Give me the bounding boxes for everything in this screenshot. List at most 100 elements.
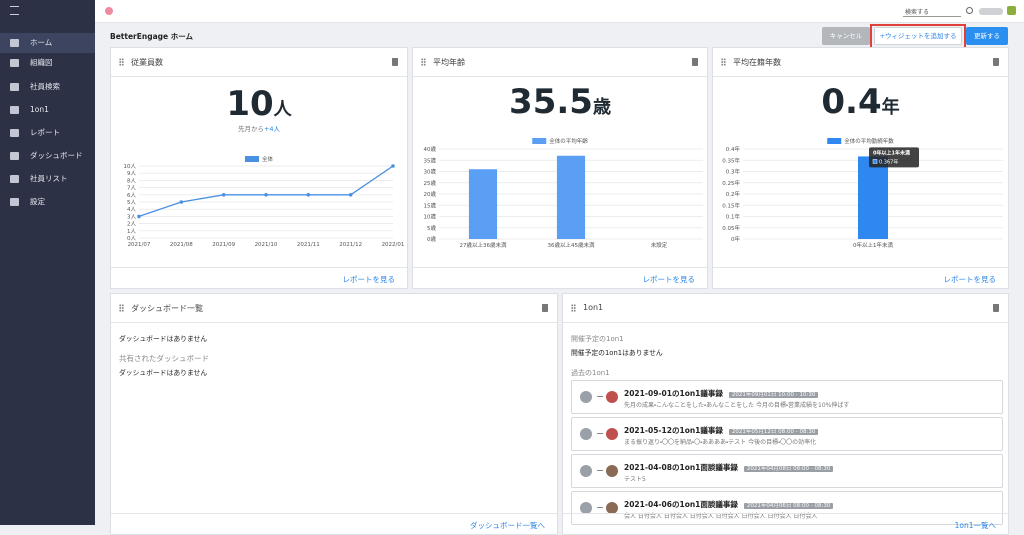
nav-item[interactable]: 社員検索 <box>0 77 95 97</box>
delete-icon[interactable] <box>542 304 548 312</box>
nav-label: 社員検索 <box>30 82 60 91</box>
y-tick-label: 5歳 <box>427 224 436 232</box>
y-tick-label: 0.2年 <box>726 190 741 198</box>
meeting-date: 2021年04月06日 08:00 - 08:30 <box>743 503 834 509</box>
x-tick-label: 2022/01 <box>382 242 405 248</box>
user-name <box>979 8 1003 15</box>
widget-card: 1on1 開催予定の1on1 開催予定の1on1はありません 過去の1on1 2… <box>562 293 1009 535</box>
tooltip-title: 0年以上1年未満 <box>873 149 910 156</box>
arrow <box>597 433 603 434</box>
widget-card: 平均年齢 35.5歳 0歳 5歳 10歳 15歳 20歳 25歳 30歳 35歳 40歳 全体の平… <box>412 47 708 289</box>
add-widget-button[interactable]: +ウィジェットを追加する <box>874 27 962 45</box>
card-footer: 1on1一覧へ <box>563 513 1008 534</box>
meeting-item[interactable]: 2021-05-12の1on1議事録 2021年05月12日 08:00 - 08… <box>571 417 1003 451</box>
meeting-summary: まる振り返り・〇〇を納品・〇・ああああ・テスト 今後の目標・〇〇の効率化 <box>624 439 817 446</box>
y-tick-label: 0.1年 <box>726 213 741 221</box>
meeting-item[interactable]: 2021-04-08の1on1面談議事録 2021年04月08日 08:00 - … <box>571 454 1003 488</box>
y-tick-label: 0.4年 <box>726 145 741 153</box>
delete-icon[interactable] <box>993 58 999 66</box>
search-icon[interactable] <box>966 7 973 14</box>
top-bar: 検索する <box>95 0 1024 23</box>
nav-item[interactable]: 社員リスト <box>0 169 95 189</box>
x-tick-label: 27歳以上36歳未満 <box>460 241 507 249</box>
widget-card: 従業員数 10人 先月から+4人 0人 1人 2人 3人 4人 5人 6人 7人 8人 9人 10人… <box>110 47 408 289</box>
card-title: 従業員数 <box>131 58 163 67</box>
menu-icon[interactable] <box>10 6 19 15</box>
meeting-date: 2021年09月01日 10:00 - 10:30 <box>728 392 819 398</box>
meeting-title: 2021-04-06の1on1面談議事録 2021年04月06日 08:00 - … <box>624 499 834 510</box>
card-header: 1on1 <box>563 294 1008 323</box>
nav-item[interactable]: 1on1 <box>0 100 95 120</box>
legend-item: 全体の平均年齢 <box>532 137 588 145</box>
report-link[interactable]: レポートを見る <box>642 275 696 284</box>
meeting-item[interactable]: 2021-04-06の1on1面談議事録 2021年04月06日 08:00 - … <box>571 491 1003 525</box>
cancel-button[interactable]: キャンセル <box>822 27 870 45</box>
nav-item[interactable]: レポート <box>0 123 95 143</box>
card-title: 1on1 <box>583 303 604 312</box>
kpi-value: 10人 <box>111 84 407 130</box>
y-tick-label: 15歳 <box>424 201 437 209</box>
arrow <box>597 507 603 508</box>
nav-item[interactable]: ダッシュボード <box>0 146 95 166</box>
meeting-summary: テスト5 <box>624 476 646 483</box>
data-point <box>179 200 184 204</box>
data-point <box>348 193 353 197</box>
y-tick-label: 0.15年 <box>722 201 740 209</box>
y-tick-label: 2人 <box>127 222 136 228</box>
widget-card: 平均在籍年数 0.4年 0年 0.05年 0.1年 0.15年 0.2年 0.25年 0.3… <box>712 47 1009 289</box>
kpi-unit: 人 <box>273 99 292 120</box>
empty-text: 開催予定の1on1はありません <box>571 349 663 357</box>
meeting-item[interactable]: 2021-09-01の1on1議事録 2021年09月01日 10:00 - 10… <box>571 380 1003 414</box>
card-header: ダッシュボード一覧 <box>111 294 557 323</box>
line-series <box>138 165 394 218</box>
kpi-number: 10 <box>226 84 274 124</box>
x-tick-label: 2021/10 <box>255 242 278 248</box>
avatar <box>580 391 592 403</box>
nav-label: 1on1 <box>30 105 49 114</box>
card-title: 平均年齢 <box>433 58 465 67</box>
avatar <box>606 502 618 514</box>
y-tick-label: 0.25年 <box>722 179 740 187</box>
x-tick-label: 2021/07 <box>128 242 151 248</box>
avatar <box>606 391 618 403</box>
y-tick-label: 0年 <box>731 235 740 243</box>
logo[interactable] <box>105 7 113 15</box>
update-button[interactable]: 更新する <box>966 27 1008 45</box>
kpi-delta: +4人 <box>263 125 281 133</box>
card-footer: ダッシュボード一覧へ <box>111 513 557 534</box>
section-title: 共有されたダッシュボード <box>119 354 209 363</box>
y-tick-label: 10歳 <box>424 213 437 221</box>
data-point <box>306 193 311 197</box>
meeting-summary: 先月の成果・こんなことをした・あんなことをした 今月の目標・営業成績を10%伸ば… <box>624 402 850 409</box>
x-tick-label: 2021/08 <box>170 242 193 248</box>
legend-swatch <box>827 138 842 144</box>
legend-item: 全体 <box>244 155 273 163</box>
card-header: 平均在籍年数 <box>713 48 1008 77</box>
y-tick-label: 35歳 <box>424 156 437 164</box>
nav-item[interactable]: 組織図 <box>0 53 95 73</box>
dashboard-link[interactable]: ダッシュボード一覧へ <box>470 521 545 530</box>
empty-text: ダッシュボードはありません <box>119 335 208 343</box>
y-tick-label: 5人 <box>127 200 136 206</box>
search-input[interactable]: 検索する <box>903 5 961 17</box>
card-footer: レポートを見る <box>713 267 1008 288</box>
report-link[interactable]: レポートを見る <box>943 275 997 284</box>
delete-icon[interactable] <box>692 58 698 66</box>
report-link[interactable]: レポートを見る <box>342 275 396 284</box>
data-point <box>264 193 268 197</box>
delete-icon[interactable] <box>392 58 398 66</box>
meeting-title: 2021-09-01の1on1議事録 2021年09月01日 10:00 - 10… <box>624 388 819 399</box>
nav-item[interactable]: 設定 <box>0 192 95 212</box>
nav-item[interactable]: ホーム <box>0 33 95 53</box>
data-point <box>221 193 226 197</box>
meeting-title-text: 2021-09-01の1on1議事録 <box>624 389 723 398</box>
arrow <box>597 470 603 471</box>
delete-icon[interactable] <box>993 304 999 312</box>
kpi-note: 先月から+4人 <box>111 123 407 133</box>
oneonone-link[interactable]: 1on1一覧へ <box>954 521 996 530</box>
user-avatar[interactable] <box>1007 6 1016 15</box>
card-header: 平均年齢 <box>413 48 707 77</box>
meeting-title-text: 2021-05-12の1on1議事録 <box>624 426 723 435</box>
kpi-note-text: 先月から <box>237 125 264 133</box>
